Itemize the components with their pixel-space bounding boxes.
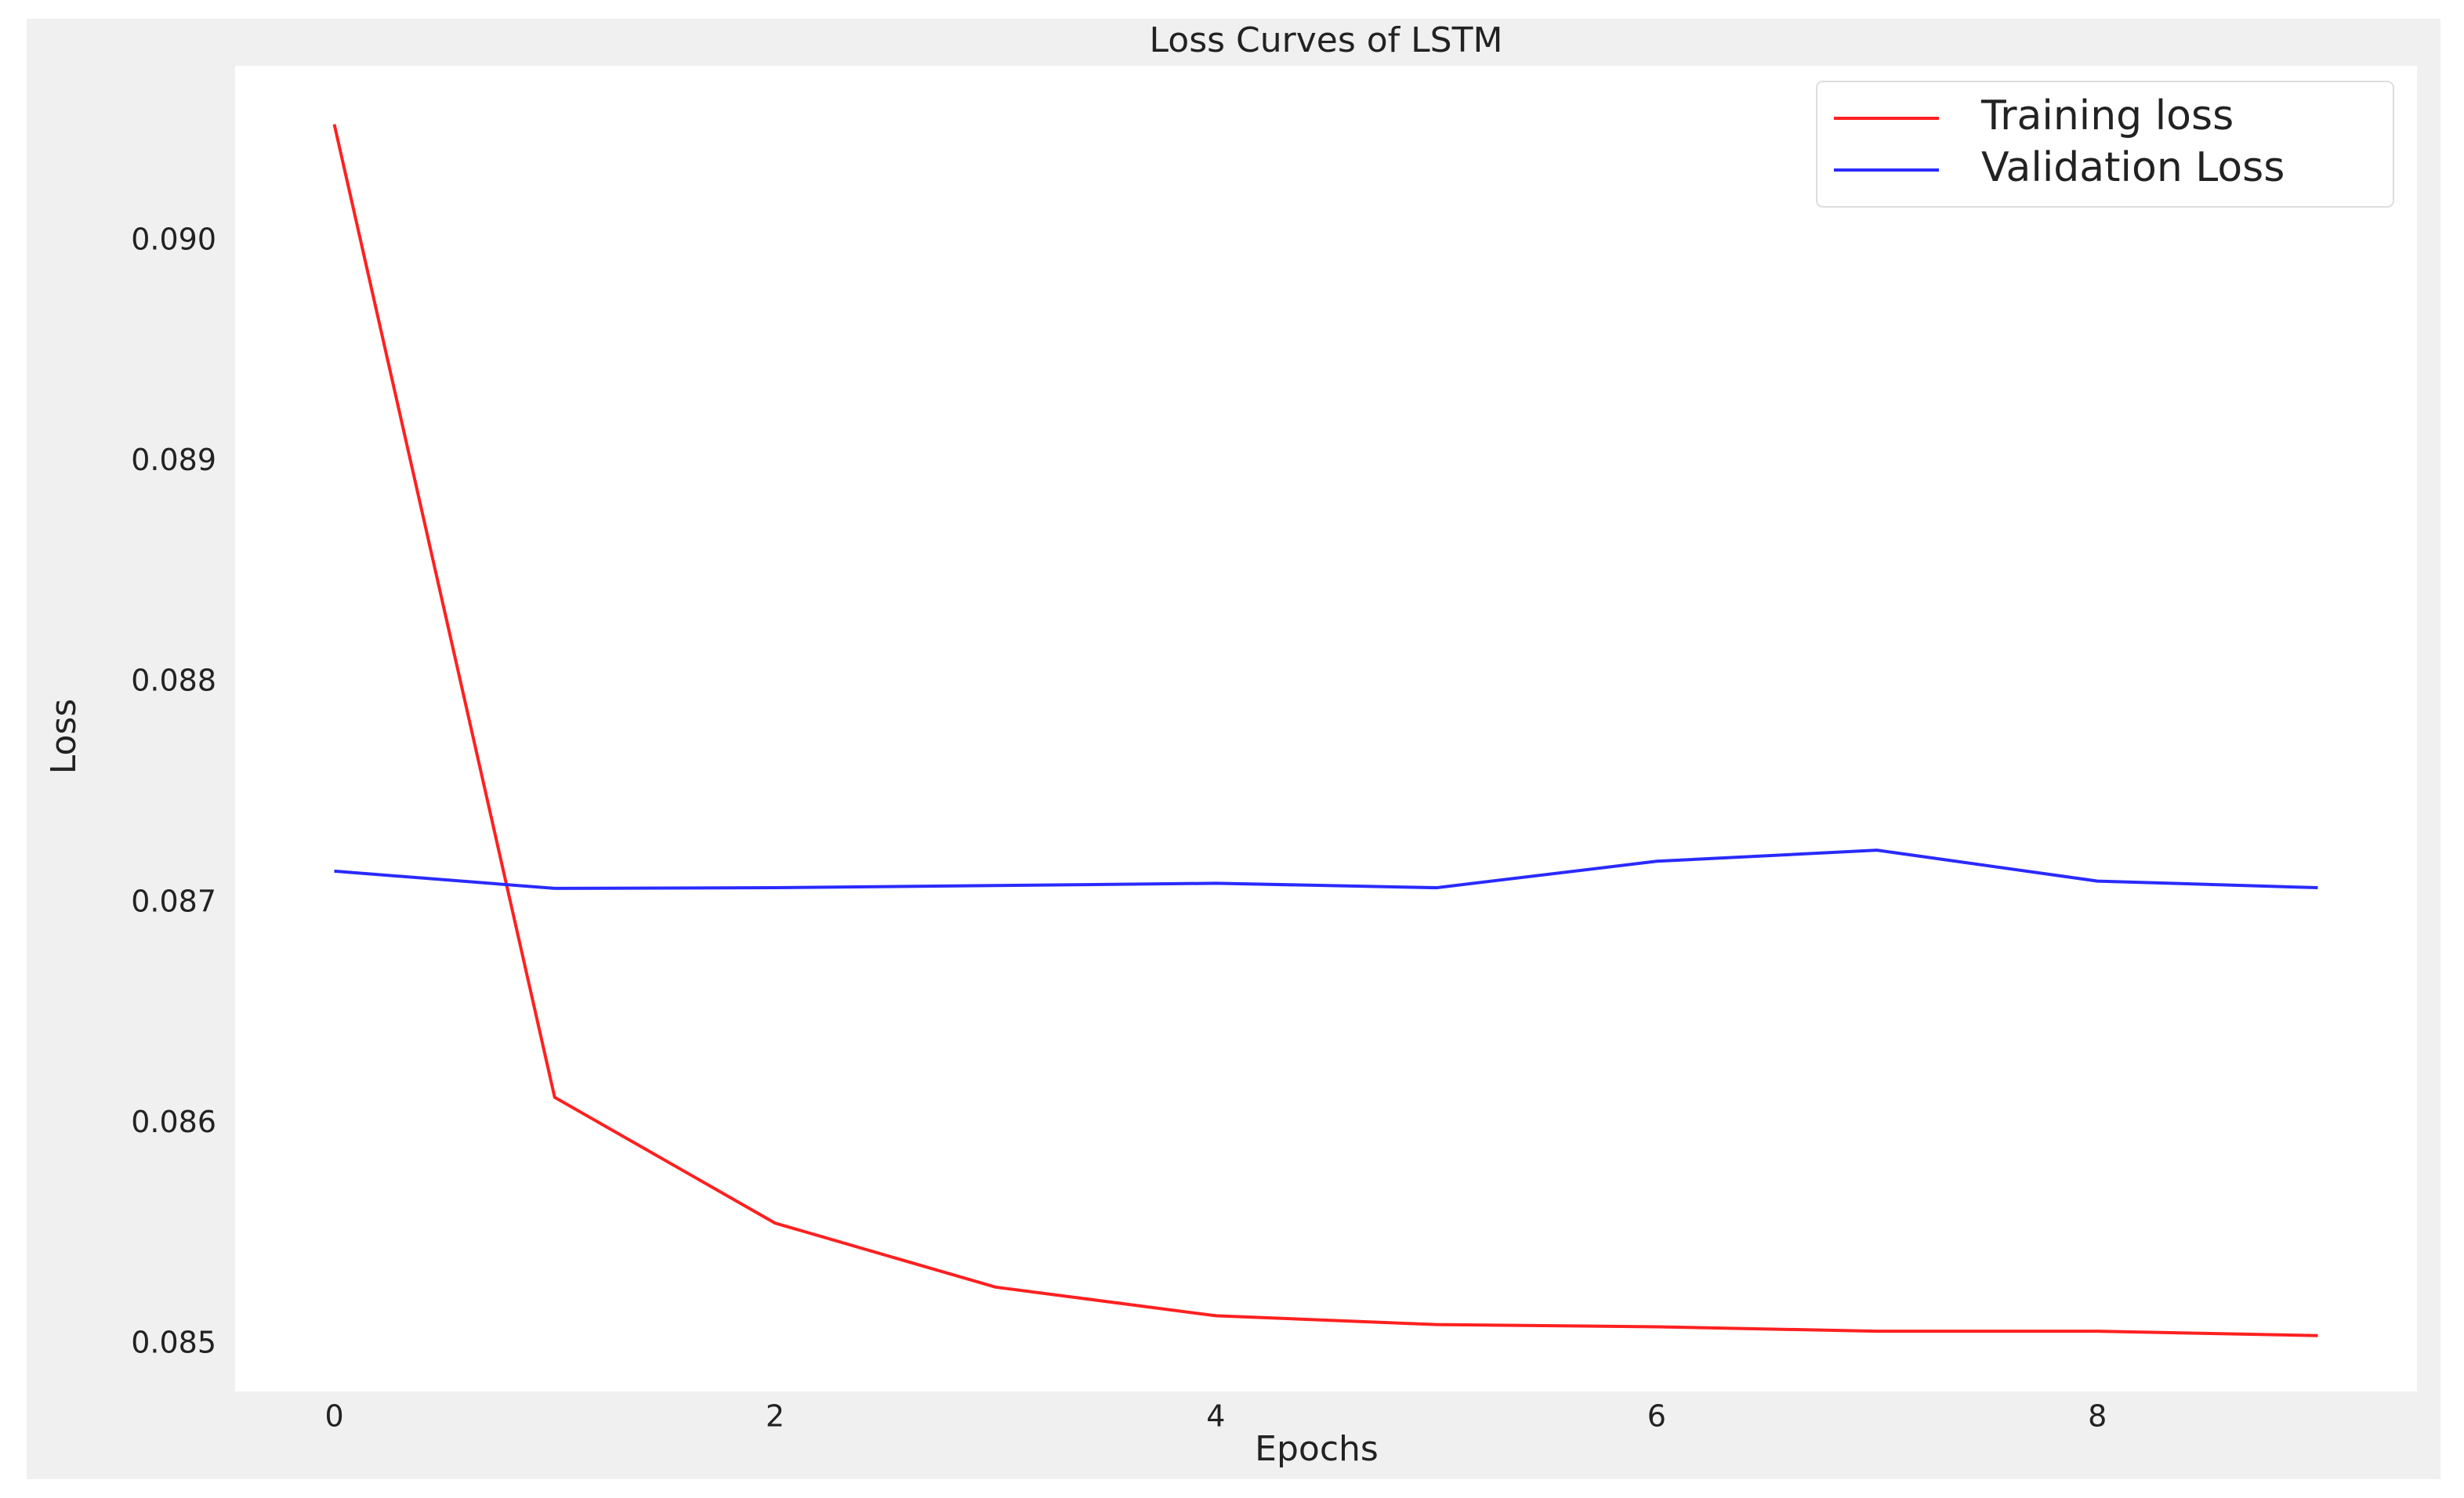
y-tick-label: 0.087 [131,884,216,918]
y-tick-label: 0.088 [131,664,216,698]
x-tick-label: 4 [1206,1399,1225,1434]
y-tick-label: 0.089 [131,443,216,477]
y-tick-label: 0.090 [131,222,216,256]
x-tick-label: 6 [1647,1399,1666,1434]
data-line [332,124,2318,1337]
legend-label: Training loss [1980,92,2234,139]
y-axis-label: Loss [44,699,84,775]
legend-box [1816,81,2394,208]
y-tick-label: 0.086 [131,1105,216,1139]
x-tick-label: 0 [324,1399,343,1434]
legend-label: Validation Loss [1981,144,2285,191]
chart-title: Loss Curves of LSTM [1150,20,1503,60]
x-tick-label: 2 [766,1399,784,1434]
x-tick-label: 8 [2088,1399,2107,1434]
y-tick-label: 0.085 [131,1326,216,1360]
data-line [334,849,2318,890]
plot-area [235,66,2417,1391]
x-axis-label: Epochs [1255,1429,1379,1469]
